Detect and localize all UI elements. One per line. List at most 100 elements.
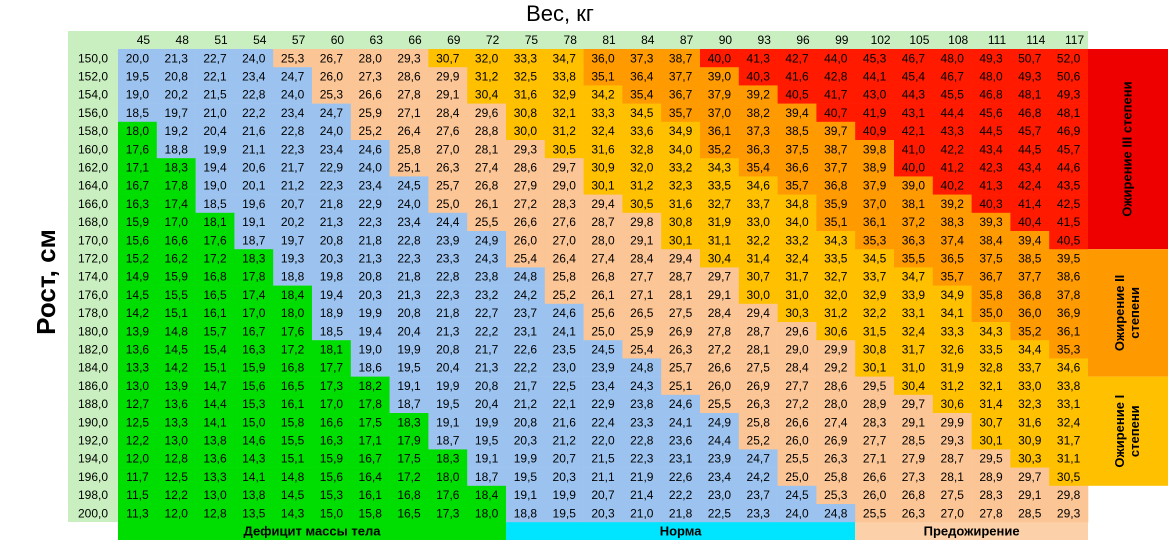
cell-value: 31,6 <box>514 88 538 102</box>
cell-value: 31,9 <box>708 215 732 229</box>
cell-bg <box>661 303 701 323</box>
cell-bg <box>312 158 352 177</box>
zone-label: Ожирение I <box>1112 395 1127 468</box>
cell-value: 49,3 <box>979 51 1003 65</box>
cell-value: 22,6 <box>514 342 538 356</box>
cell-value: 20,8 <box>397 306 421 320</box>
cell-value: 24,7 <box>320 106 344 120</box>
cell-value: 31,2 <box>824 306 848 320</box>
cell-bg <box>273 504 313 523</box>
cell-value: 16,5 <box>397 506 421 520</box>
cell-value: 13,0 <box>165 433 189 447</box>
weight-header: 78 <box>564 33 578 47</box>
cell-bg <box>428 413 468 432</box>
cell-bg <box>195 431 235 450</box>
cell-bg <box>350 231 390 250</box>
cell-value: 20,4 <box>436 361 460 375</box>
cell-bg <box>855 249 895 268</box>
cell-bg <box>932 67 972 86</box>
cell-value: 13,6 <box>203 452 227 466</box>
cell-value: 23,0 <box>708 488 732 502</box>
cell-bg <box>661 267 701 286</box>
cell-value: 36,8 <box>824 179 848 193</box>
cell-bg <box>932 485 972 505</box>
cell-bg <box>118 140 158 159</box>
cell-value: 15,5 <box>281 433 305 447</box>
cell-value: 33,1 <box>902 306 926 320</box>
cell-bg <box>428 158 468 177</box>
cell-value: 26,8 <box>591 270 615 284</box>
cell-value: 13,8 <box>203 433 227 447</box>
cell-value: 23,5 <box>553 342 577 356</box>
cell-value: 34,0 <box>669 142 693 156</box>
cell-value: 31,7 <box>785 270 809 284</box>
cell-bg <box>738 140 778 159</box>
cell-value: 34,7 <box>553 51 577 65</box>
cell-value: 14,3 <box>242 452 266 466</box>
cell-value: 21,3 <box>320 215 344 229</box>
cell-bg <box>118 285 158 305</box>
cell-bg <box>1049 340 1089 359</box>
cell-bg <box>816 504 856 523</box>
cell-value: 24,5 <box>785 488 809 502</box>
cell-bg <box>661 358 701 377</box>
cell-value: 22,0 <box>591 433 615 447</box>
cell-value: 24,6 <box>669 397 693 411</box>
cell-value: 29,1 <box>708 288 732 302</box>
cell-bg <box>738 413 778 432</box>
cell-bg <box>506 413 546 432</box>
cell-bg <box>738 358 778 377</box>
weight-header: 96 <box>796 33 810 47</box>
cell-value: 17,2 <box>397 470 421 484</box>
cell-value: 36,3 <box>902 233 926 247</box>
cell-value: 39,4 <box>1018 233 1042 247</box>
zone-label: степени <box>1127 405 1142 457</box>
cell-bg <box>738 158 778 177</box>
cell-value: 15,6 <box>126 233 150 247</box>
cell-value: 15,1 <box>165 306 189 320</box>
cell-bg <box>583 340 623 359</box>
cell-bg <box>389 358 429 377</box>
cell-value: 13,9 <box>126 324 150 338</box>
cell-value: 21,2 <box>514 397 538 411</box>
cell-value: 15,6 <box>242 379 266 393</box>
cell-value: 45,4 <box>902 69 926 83</box>
cell-bg <box>932 176 972 195</box>
cell-value: 19,4 <box>359 324 383 338</box>
cell-value: 33,0 <box>1018 379 1042 393</box>
cell-value: 20,1 <box>242 179 266 193</box>
cell-bg <box>273 485 313 505</box>
cell-bg <box>350 158 390 177</box>
cell-value: 35,7 <box>785 179 809 193</box>
cell-bg <box>777 303 817 323</box>
row-height: 182,0 <box>78 342 108 356</box>
cell-value: 28,6 <box>397 69 421 83</box>
cell-bg <box>738 194 778 214</box>
cell-value: 12,7 <box>126 397 150 411</box>
cell-value: 48,0 <box>979 69 1003 83</box>
cell-bg <box>389 413 429 432</box>
cell-value: 20,7 <box>281 197 305 211</box>
cell-value: 48,1 <box>1057 106 1081 120</box>
cell-value: 35,3 <box>1057 342 1081 356</box>
cell-bg <box>583 231 623 250</box>
cell-value: 14,8 <box>165 324 189 338</box>
cell-value: 19,2 <box>165 124 189 138</box>
cell-bg <box>583 449 623 468</box>
cell-bg <box>389 140 429 159</box>
cell-bg <box>661 194 701 214</box>
cell-value: 36,6 <box>785 160 809 174</box>
cell-value: 27,6 <box>553 215 577 229</box>
cell-bg <box>350 212 390 232</box>
cell-bg <box>428 231 468 250</box>
cell-value: 21,6 <box>242 124 266 138</box>
cell-value: 22,3 <box>436 288 460 302</box>
cell-value: 27,1 <box>863 452 887 466</box>
cell-value: 38,9 <box>863 160 887 174</box>
cell-bg <box>389 485 429 505</box>
cell-value: 22,2 <box>669 488 693 502</box>
cell-bg <box>156 413 196 432</box>
cell-bg <box>738 485 778 505</box>
cell-value: 21,9 <box>630 470 654 484</box>
cell-value: 45,6 <box>979 106 1003 120</box>
